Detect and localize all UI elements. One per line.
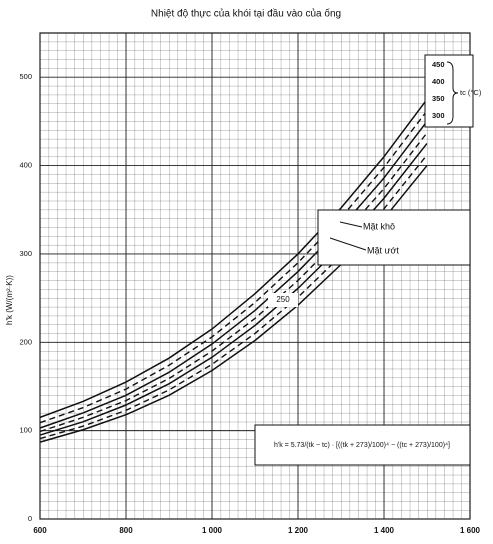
t250-box xyxy=(268,293,298,307)
y-axis-label: h'k (W/(m²·K)) xyxy=(5,275,14,325)
surface-box xyxy=(317,209,471,266)
y-tick-label: 200 xyxy=(19,337,32,346)
x-tick-label: 800 xyxy=(119,526,133,535)
series-line xyxy=(39,110,428,424)
y-tick-label: 300 xyxy=(19,249,32,258)
legend-box xyxy=(424,54,474,128)
legend-label: 400 xyxy=(432,77,445,86)
x-tick-label: 1 200 xyxy=(288,526,309,535)
t250-label: 250 xyxy=(276,295,290,304)
dry-label: Mặt khô xyxy=(363,221,395,231)
brace xyxy=(446,61,459,125)
tc-label: tc (°C) xyxy=(460,88,482,97)
x-tick-label: 1 600 xyxy=(460,526,481,535)
formula-box xyxy=(254,424,471,466)
chart-title: Nhiệt độ thực của khói tại đầu vào của ố… xyxy=(151,8,341,20)
legend-label: 300 xyxy=(432,111,445,120)
y-tick-label: 100 xyxy=(19,426,32,435)
y-tick-label: 500 xyxy=(19,72,32,81)
wet-label: Mặt ướt xyxy=(367,245,399,255)
wet-pointer xyxy=(329,237,367,251)
series-line xyxy=(39,98,428,419)
legend-label: 350 xyxy=(432,94,445,103)
y-tick-label: 0 xyxy=(28,514,32,523)
dry-pointer xyxy=(339,221,363,228)
series-line xyxy=(39,154,428,440)
x-tick-label: 600 xyxy=(33,526,47,535)
x-tick-label: 1 000 xyxy=(202,526,223,535)
x-tick-label: 1 400 xyxy=(374,526,395,535)
series-line xyxy=(39,120,428,429)
y-tick-label: 400 xyxy=(19,161,32,170)
legend-label: 450 xyxy=(432,60,445,69)
formula: h'k = 5.73/(tk − tc) · [((tk + 273)/100)… xyxy=(274,442,450,449)
